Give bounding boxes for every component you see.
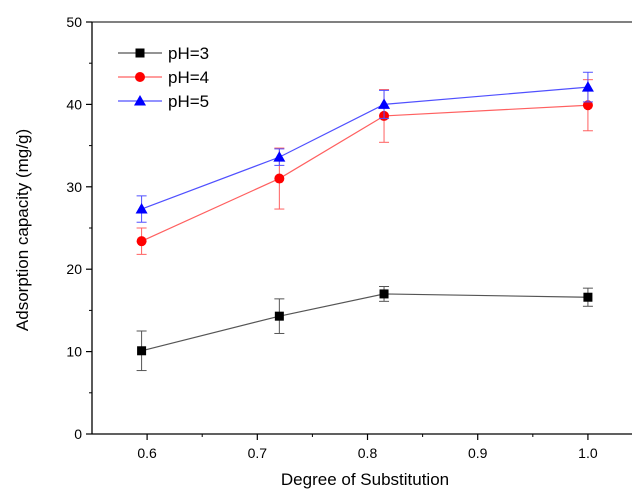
y-tick-label: 10 <box>66 344 82 360</box>
legend-label: pH=4 <box>168 68 209 87</box>
y-axis-title: Adsorption capacity (mg/g) <box>13 129 32 331</box>
data-point <box>379 289 389 299</box>
data-point <box>378 98 391 109</box>
data-point <box>137 346 147 356</box>
legend-label: pH=3 <box>168 44 209 63</box>
data-point <box>583 292 593 302</box>
x-tick-label: 0.6 <box>137 445 157 461</box>
y-tick-label: 50 <box>66 14 82 30</box>
legend-marker <box>135 48 145 58</box>
legend-item: pH=3 <box>118 44 209 63</box>
x-tick-label: 1.0 <box>578 445 598 461</box>
x-tick-label: 0.9 <box>468 445 488 461</box>
legend-item: pH=4 <box>118 68 209 87</box>
data-point <box>136 236 147 247</box>
legend: pH=3 pH=4 pH=5 <box>118 44 209 111</box>
series-line <box>141 104 588 242</box>
x-axis-title: Degree of Substitution <box>281 470 449 489</box>
data-point <box>274 311 284 321</box>
series-ph-3 <box>136 286 593 372</box>
legend-marker <box>135 72 145 82</box>
legend-label: pH=5 <box>168 92 209 111</box>
series-line <box>141 293 588 352</box>
data-point <box>135 203 148 214</box>
series-line <box>141 86 588 210</box>
y-tick-label: 20 <box>66 261 82 277</box>
y-tick-label: 0 <box>74 426 82 442</box>
data-point <box>273 151 286 162</box>
legend-item: pH=5 <box>118 92 209 111</box>
legend-marker <box>134 95 146 106</box>
series-layer <box>135 71 594 372</box>
data-point <box>581 81 594 92</box>
data-point <box>274 173 285 184</box>
data-point <box>582 100 593 111</box>
plot-frame: 0 10 20 30 40 50 0.6 0.7 0.8 0.9 1.0 <box>66 14 632 461</box>
x-tick-label: 0.8 <box>358 445 378 461</box>
y-tick-label: 40 <box>66 96 82 112</box>
series-ph-4 <box>136 79 593 255</box>
y-tick-label: 30 <box>66 179 82 195</box>
x-tick-label: 0.7 <box>248 445 268 461</box>
series-ph-5 <box>135 71 594 223</box>
